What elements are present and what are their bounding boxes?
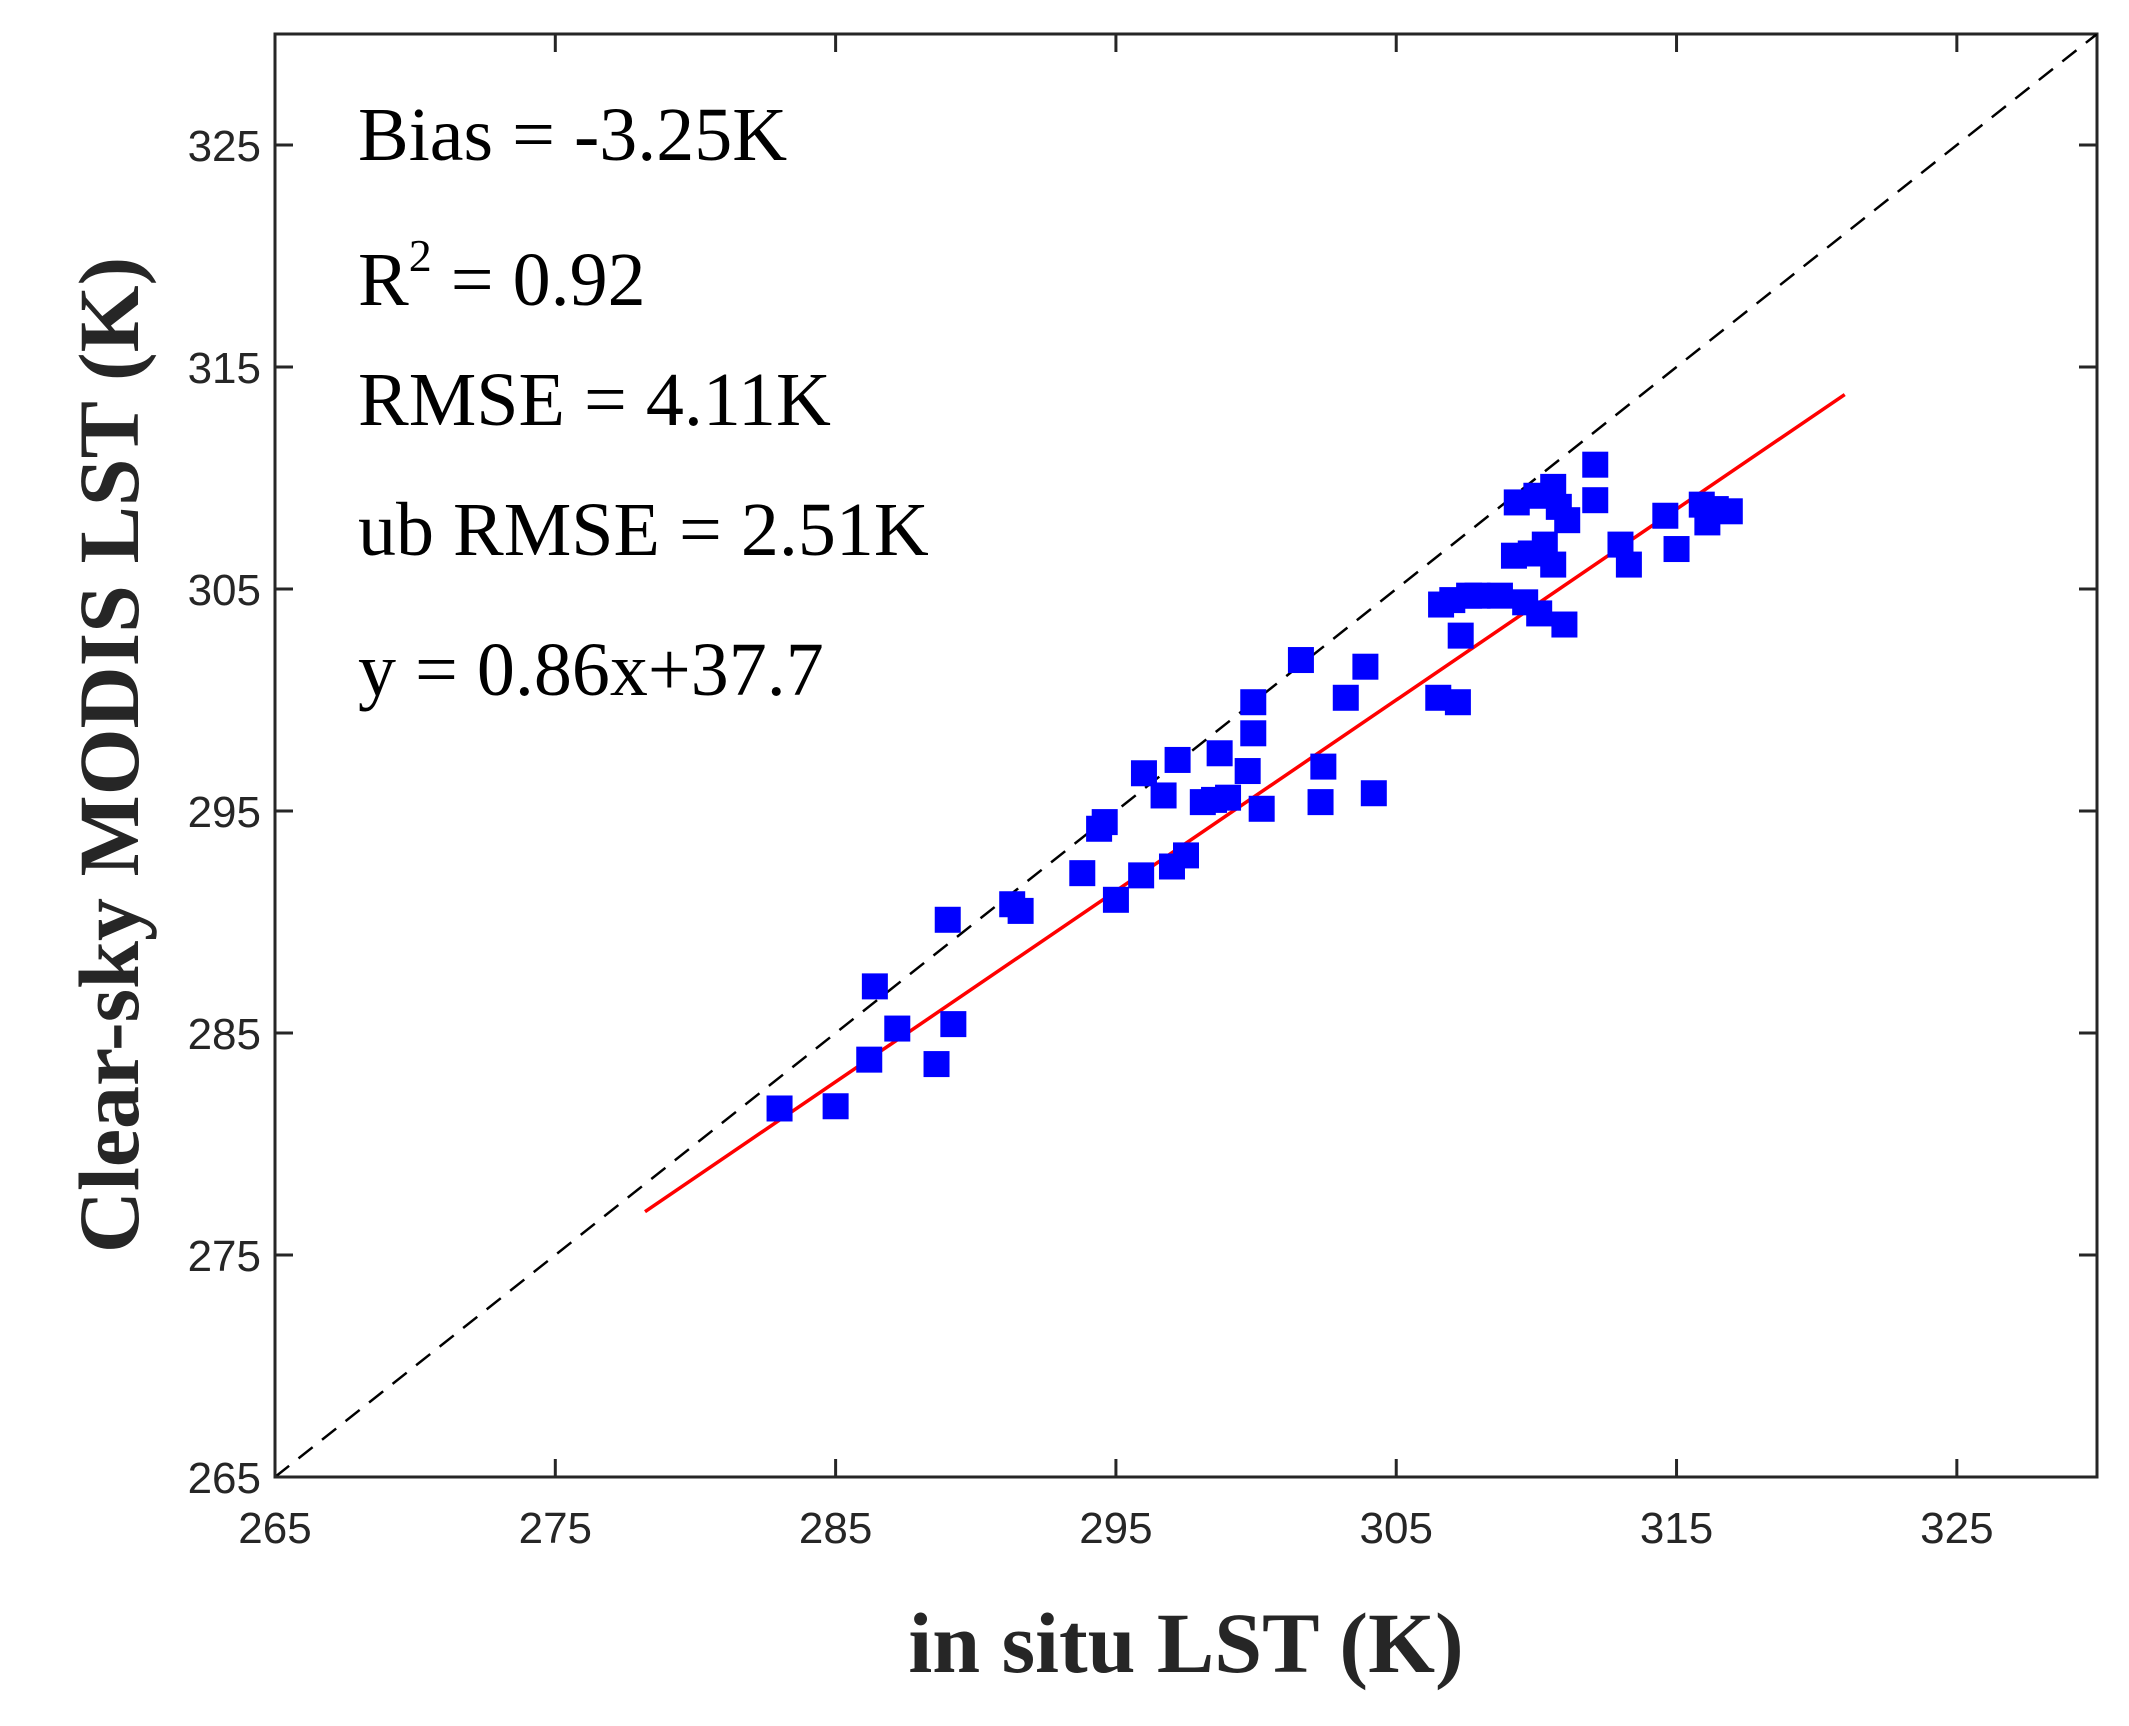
data-point [1615,551,1642,578]
data-point [923,1051,950,1078]
data-point [1069,860,1096,887]
y-tick-label: 305 [188,566,261,615]
data-point [861,973,888,1000]
data-point [1091,809,1118,836]
data-point [1206,740,1233,767]
r2-label: R [358,238,409,322]
y-tick-label: 295 [188,788,261,837]
data-point [1007,897,1034,924]
one-to-one-line [275,34,2097,1477]
data-point [1310,753,1337,780]
r2-value: = 0.92 [432,238,646,322]
data-point [1234,758,1261,785]
data-point [1307,789,1334,816]
data-point [1352,653,1379,680]
data-point [1526,600,1553,627]
data-point [1582,451,1609,478]
data-point [1102,886,1129,913]
regression-equation: y = 0.86x+37.7 [358,628,824,712]
data-point [1130,760,1157,787]
data-point [1240,689,1267,716]
x-tick-label: 315 [1640,1504,1713,1553]
data-point [1164,746,1191,773]
r2-annotation: R2 = 0.92 [358,230,646,322]
data-point [1540,551,1567,578]
data-point [1444,689,1471,716]
data-point [766,1095,793,1122]
data-points [766,451,1743,1122]
ub-rmse-annotation: ub RMSE = 2.51K [358,488,929,572]
data-point [1486,582,1513,609]
regression-fit-line [644,393,1846,1214]
data-point [1240,720,1267,747]
x-tick-label: 285 [799,1504,872,1553]
y-axis-title: Clear-sky MODIS LST (K) [61,257,157,1253]
data-point [1652,502,1679,529]
data-point [940,1011,967,1038]
data-point [1582,487,1609,514]
data-point [1551,611,1578,638]
data-point [1173,842,1199,869]
x-axis-ticks: 265 275 285 295 305 315 325 [238,34,1994,1553]
data-point [1128,862,1155,889]
data-point [1716,498,1743,525]
x-tick-label: 295 [1079,1504,1152,1553]
data-point [1332,684,1359,711]
data-point [1464,582,1491,609]
x-axis-title: in situ LST (K) [908,1595,1463,1691]
y-tick-label: 315 [188,344,261,393]
data-point [1248,795,1275,822]
data-point [1287,647,1314,674]
r2-superscript: 2 [409,230,432,281]
data-point [934,906,961,933]
data-point [1447,622,1474,649]
data-point [822,1093,849,1120]
data-point [1663,536,1690,563]
x-tick-label: 265 [238,1504,311,1553]
y-axis-ticks: 265 275 285 295 305 315 325 [188,122,2097,1503]
data-point [1150,782,1177,809]
y-tick-label: 265 [188,1454,261,1503]
data-point [1360,780,1387,807]
data-point [856,1046,883,1073]
data-point [1215,784,1242,811]
data-point [1554,507,1581,534]
y-tick-label: 325 [188,122,261,171]
x-tick-label: 275 [519,1504,592,1553]
x-tick-label: 305 [1360,1504,1433,1553]
data-point [884,1015,911,1042]
y-tick-label: 285 [188,1010,261,1059]
bias-annotation: Bias = -3.25K [358,93,787,177]
x-tick-label: 325 [1920,1504,1993,1553]
y-tick-label: 275 [188,1232,261,1281]
rmse-annotation: RMSE = 4.11K [358,358,831,442]
